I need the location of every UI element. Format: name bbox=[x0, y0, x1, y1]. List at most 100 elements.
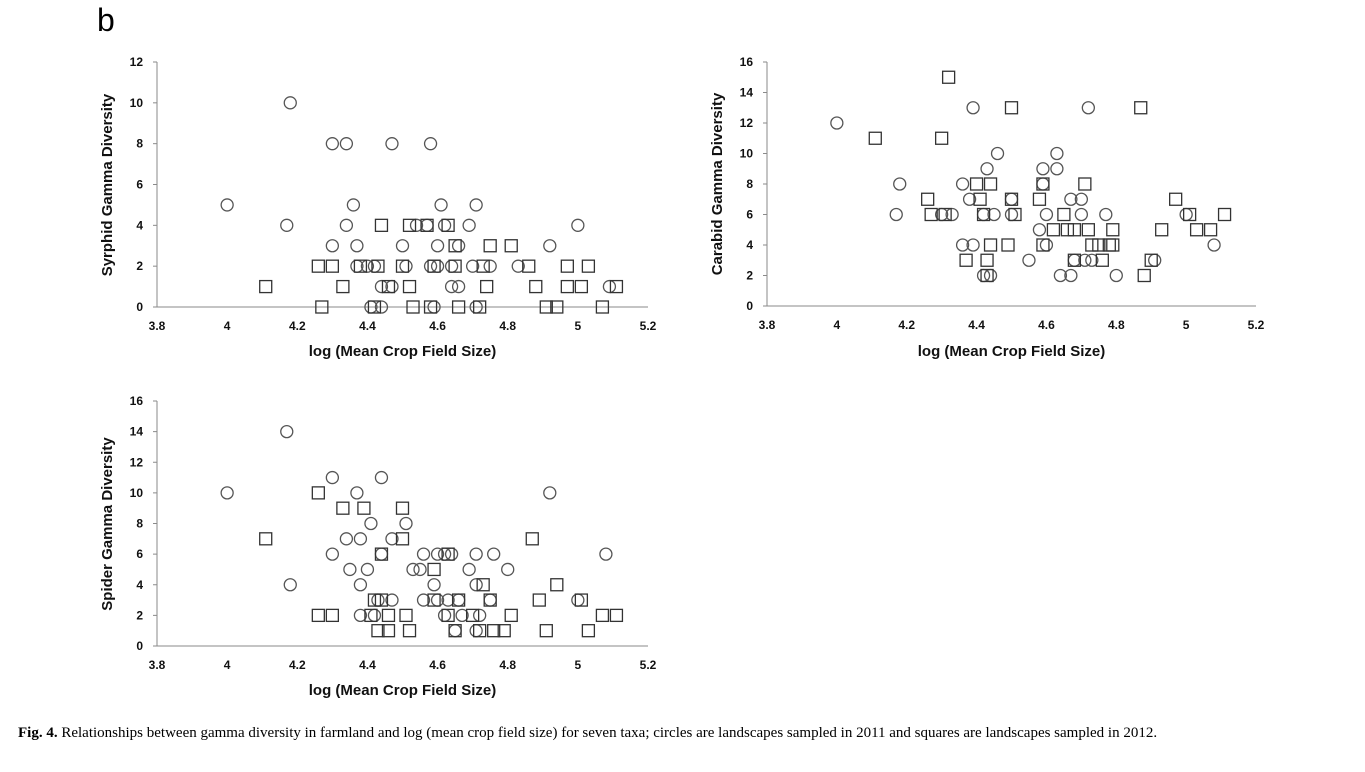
circle-point bbox=[220, 486, 234, 500]
square-point bbox=[980, 268, 994, 283]
circle-point bbox=[962, 192, 977, 206]
circle-point bbox=[350, 239, 364, 253]
square-point bbox=[395, 532, 410, 546]
square-point bbox=[1081, 223, 1095, 237]
circle-point bbox=[483, 593, 497, 607]
y-tick-label: 10 bbox=[130, 96, 144, 110]
circle-point bbox=[543, 239, 557, 253]
circle-point bbox=[1039, 238, 1054, 252]
square-point bbox=[371, 624, 385, 638]
square-point bbox=[315, 300, 329, 314]
circle-point bbox=[455, 608, 469, 623]
circle-point bbox=[990, 146, 1005, 161]
circle-point bbox=[966, 238, 980, 252]
y-tick-label: 16 bbox=[130, 394, 144, 408]
square-point bbox=[374, 593, 389, 607]
square-point bbox=[381, 608, 396, 623]
square-point bbox=[941, 70, 956, 84]
square-point bbox=[423, 300, 438, 314]
circle-point bbox=[1064, 268, 1078, 283]
x-tick-label: 3.8 bbox=[149, 658, 166, 672]
circle-point bbox=[571, 593, 585, 607]
circle-point bbox=[1078, 253, 1092, 267]
caption-text: Relationships between gamma diversity in… bbox=[61, 725, 1158, 741]
square-point bbox=[259, 279, 273, 294]
x-tick-label: 4 bbox=[224, 319, 231, 333]
y-tick-label: 0 bbox=[136, 300, 143, 314]
circle-point bbox=[1039, 207, 1054, 222]
y-tick-label: 12 bbox=[130, 455, 144, 469]
square-point bbox=[497, 624, 511, 638]
figure-label: Fig. 4. bbox=[18, 725, 58, 741]
square-point bbox=[581, 624, 596, 638]
circle-point bbox=[325, 239, 340, 253]
x-tick-label: 4.4 bbox=[359, 319, 376, 333]
square-point bbox=[483, 593, 497, 607]
x-axis-title: log (Mean Crop Field Size) bbox=[309, 343, 497, 360]
circle-point bbox=[339, 137, 354, 151]
circle-point bbox=[374, 300, 389, 314]
square-point bbox=[311, 608, 325, 623]
circle-point bbox=[371, 593, 385, 607]
circle-point bbox=[469, 578, 483, 592]
circle-point bbox=[374, 279, 389, 294]
circle-point bbox=[987, 207, 1001, 222]
square-point bbox=[451, 593, 466, 607]
square-point bbox=[336, 279, 350, 294]
y-tick-label: 2 bbox=[746, 269, 753, 283]
circle-point bbox=[385, 137, 399, 151]
circle-point bbox=[571, 218, 585, 232]
circle-point bbox=[1004, 192, 1019, 206]
circle-point bbox=[353, 608, 368, 623]
square-point bbox=[448, 259, 462, 273]
square-point bbox=[1106, 223, 1120, 237]
circle-point bbox=[889, 207, 903, 222]
square-point bbox=[381, 279, 396, 294]
square-point bbox=[1137, 268, 1151, 283]
circle-point bbox=[980, 162, 994, 176]
circle-point bbox=[430, 547, 445, 561]
square-point bbox=[381, 624, 396, 638]
square-point bbox=[980, 253, 994, 267]
x-tick-label: 5.2 bbox=[640, 319, 657, 333]
y-axis-title: Carabid Gamma Diversity bbox=[709, 92, 726, 275]
square-point bbox=[427, 562, 441, 577]
circle-point bbox=[1036, 162, 1050, 176]
circle-point bbox=[360, 562, 375, 577]
circle-point bbox=[1032, 223, 1047, 237]
panel-letter: b bbox=[97, 2, 115, 38]
square-point bbox=[367, 593, 382, 607]
circle-point bbox=[966, 101, 980, 115]
circle-point bbox=[339, 218, 354, 232]
x-tick-label: 5 bbox=[575, 658, 582, 672]
square-point bbox=[406, 300, 420, 314]
square-point bbox=[427, 259, 441, 273]
circle-point bbox=[1207, 238, 1221, 252]
circle-point bbox=[462, 562, 476, 577]
square-point bbox=[441, 218, 455, 232]
x-axis-title: log (Mean Crop Field Size) bbox=[309, 682, 497, 699]
circle-point bbox=[511, 259, 525, 273]
circle-point bbox=[385, 593, 399, 607]
syrphid-chart: 0 2 4 6 8 10 12 3.8 4 4.2 4.4 4.6 4.8 5 5.2 log (Mean C… bbox=[99, 55, 657, 360]
spider-chart: 0 2 4 6 8 10 12 14 16 3.8 4 4.2 4.4 4.6 4.8 5 5.2 log (Me… bbox=[99, 394, 657, 699]
y-tick-label: 4 bbox=[746, 238, 753, 252]
circle-point bbox=[955, 177, 970, 191]
circle-point bbox=[451, 239, 466, 253]
circle-point bbox=[462, 218, 476, 232]
circle-point bbox=[423, 137, 438, 151]
square-point bbox=[1085, 238, 1099, 252]
circle-point bbox=[473, 608, 487, 623]
square-point bbox=[476, 259, 490, 273]
circle-point bbox=[399, 259, 413, 273]
y-tick-label: 6 bbox=[136, 547, 143, 561]
x-tick-label: 4.2 bbox=[898, 318, 915, 332]
circle-point bbox=[1050, 162, 1064, 176]
square-point bbox=[448, 624, 462, 638]
y-tick-label: 10 bbox=[740, 147, 754, 161]
square-point bbox=[969, 177, 984, 191]
square-point bbox=[1095, 253, 1109, 267]
circle-point bbox=[1022, 253, 1036, 267]
square-point bbox=[483, 239, 497, 253]
